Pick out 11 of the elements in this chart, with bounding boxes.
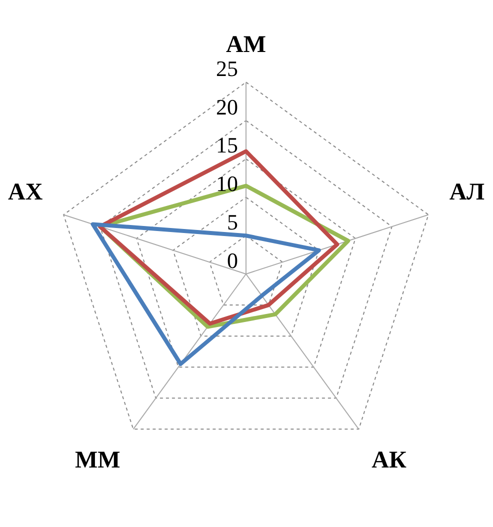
y-tick-label: 10 — [216, 171, 238, 196]
y-tick-label: 20 — [216, 94, 238, 120]
y-tick-label: 5 — [227, 209, 238, 234]
spoke-label: АХ — [8, 180, 44, 206]
spoke-label: АМ — [226, 32, 266, 58]
y-tick-label: 0 — [227, 248, 238, 273]
spoke-label: ММ — [75, 448, 120, 474]
y-tick-label: 15 — [216, 132, 238, 158]
y-tick-label: 25 — [216, 56, 238, 81]
spoke-label: АЛ — [449, 180, 485, 206]
spoke-label: АК — [372, 448, 407, 474]
